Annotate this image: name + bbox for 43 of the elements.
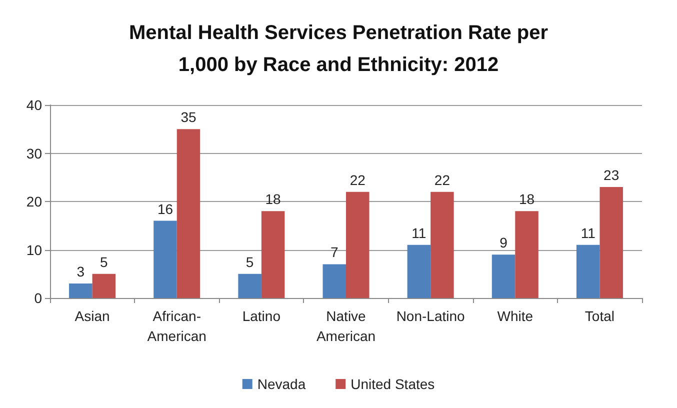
bar [176,129,200,298]
data-label: 7 [330,244,338,260]
legend-label: Nevada [257,376,306,392]
bar [261,211,285,298]
y-tick-label: 0 [34,290,42,306]
data-label: 18 [518,191,535,208]
bar [238,274,262,298]
bar [154,220,177,298]
data-label: 5 [100,254,108,270]
bar [69,284,92,298]
data-label: 23 [604,167,620,184]
bar [600,187,623,298]
bar [92,274,116,298]
y-tick-label: 10 [26,242,42,258]
data-label: 3 [76,264,85,280]
bar [515,211,538,298]
x-tick-label: African-American [147,308,206,344]
data-label: 11 [580,224,596,241]
legend-label: United States [350,376,435,392]
x-tick-label: Non-Latino [396,308,466,324]
data-label: 9 [500,234,508,251]
x-tick-label: White [497,308,534,324]
bar [430,192,454,298]
bar [346,192,370,298]
x-tick-label: Latino [242,308,281,324]
y-tick-label: 40 [26,97,42,113]
y-tick-label: 20 [26,194,42,210]
data-label: 5 [246,254,254,270]
data-label: 11 [412,224,426,241]
data-label: 18 [265,191,282,208]
x-tick-label: Native American [316,308,376,344]
bar [322,264,346,298]
data-label: 22 [434,172,450,188]
x-tick-label: Total [584,308,615,324]
bar [492,254,516,298]
x-tick-label: Asian [74,308,110,324]
bar [407,244,431,298]
data-label: 22 [350,172,366,188]
data-label: 35 [180,109,196,126]
data-label: 16 [157,200,174,217]
y-tick-label: 30 [26,145,42,162]
bar [576,244,600,298]
chart-title: Mental Health Services Penetration Rate per 1,000 by Race and Ethnicity: 2012 [128,22,548,76]
